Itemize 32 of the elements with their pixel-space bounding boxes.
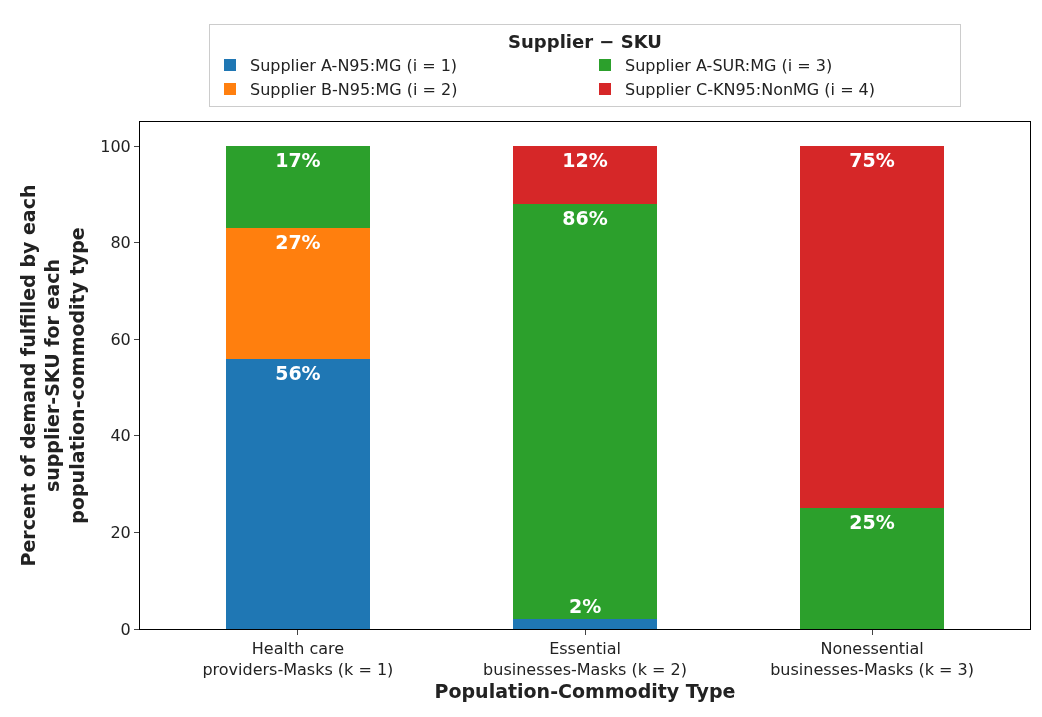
data-label: 25% <box>849 511 895 534</box>
bar <box>513 204 657 620</box>
y-tick-label: 0 <box>120 619 131 639</box>
data-label: 56% <box>275 361 321 384</box>
bar <box>226 228 370 359</box>
y-tick-label: 40 <box>110 426 131 446</box>
x-axis-title: Population-Commodity Type <box>434 679 736 702</box>
x-tick-label: Essential businesses-Masks (k = 2) <box>483 639 687 679</box>
y-axis-title: Percent of demand fulfilled by each supplier-SKU for each population-commodity type <box>16 184 89 567</box>
y-tick-label: 80 <box>110 233 131 253</box>
bar <box>513 146 657 205</box>
bar <box>226 146 370 229</box>
bar <box>800 146 944 509</box>
data-label: 12% <box>562 149 608 172</box>
legend-label: Supplier A-SUR:MG (i = 3) <box>625 56 833 76</box>
data-label: 27% <box>275 231 321 254</box>
data-label: 2% <box>569 595 602 617</box>
x-tick-label: Health care providers-Masks (k = 1) <box>202 639 394 679</box>
x-tick-label: Nonessential businesses-Masks (k = 3) <box>770 639 975 679</box>
legend-label: Supplier A-N95:MG (i = 1) <box>250 56 458 76</box>
bar <box>513 619 657 629</box>
data-label: 75% <box>849 149 895 172</box>
legend-label: Supplier C-KN95:NonMG (i = 4) <box>625 80 876 100</box>
bar <box>226 358 370 629</box>
legend-title: Supplier − SKU <box>508 31 662 53</box>
bar <box>800 508 944 629</box>
y-tick-label: 100 <box>100 136 131 156</box>
y-tick-label: 60 <box>110 329 131 349</box>
legend-label: Supplier B-N95:MG (i = 2) <box>250 80 458 100</box>
y-tick-label: 20 <box>110 523 131 543</box>
data-label: 17% <box>275 149 321 172</box>
data-label: 86% <box>562 207 608 230</box>
